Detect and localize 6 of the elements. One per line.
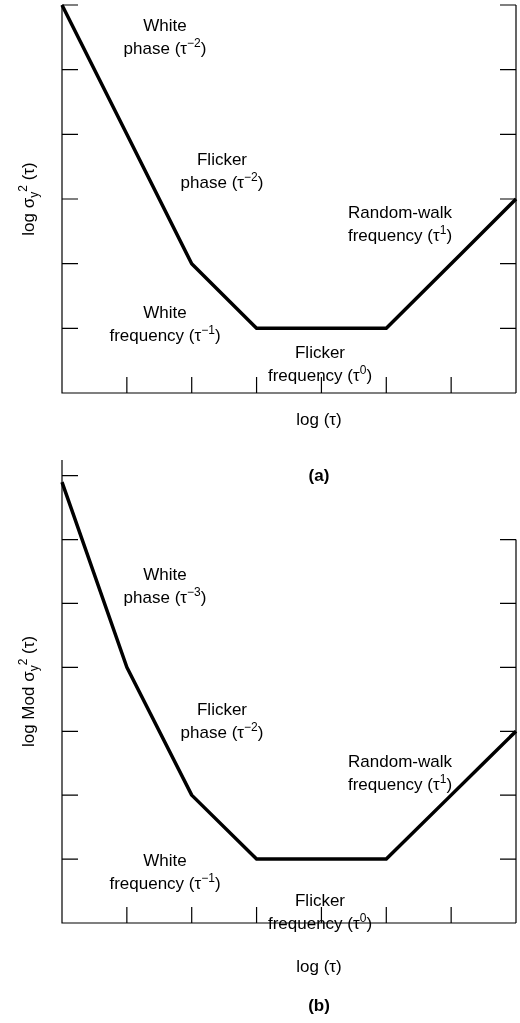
y-axis-title: log Mod σy2 (τ) — [16, 635, 42, 748]
x-axis-title: log (τ) — [296, 957, 342, 976]
y-axis-title: log σy2 (τ) — [16, 162, 42, 236]
x-axis-title: log (τ) — [296, 410, 342, 429]
text: (a) — [308, 466, 330, 485]
text: (b) — [308, 996, 330, 1015]
